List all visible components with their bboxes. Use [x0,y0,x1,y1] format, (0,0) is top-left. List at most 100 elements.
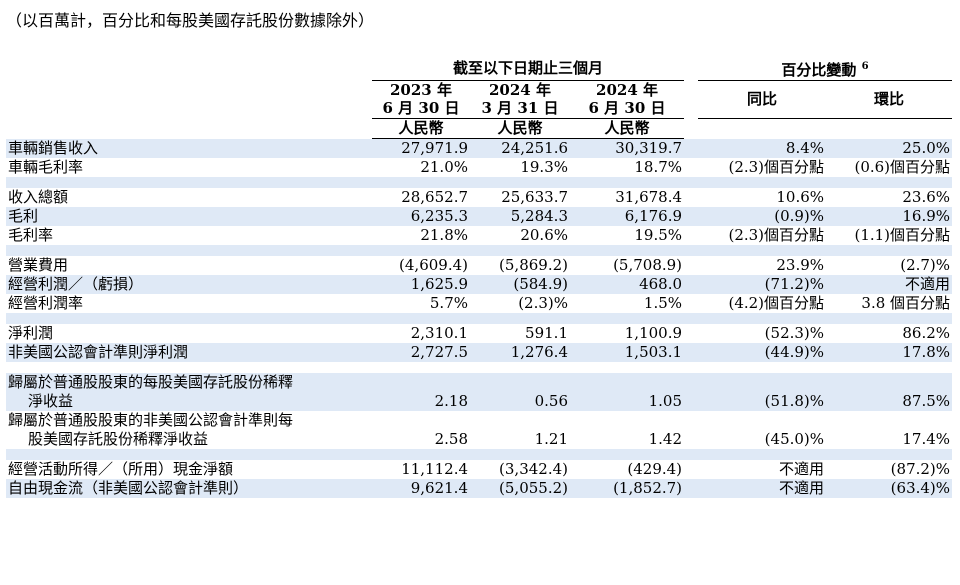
financial-summary-table: 截至以下日期止三個月 百分比變動 6 2023 年 2024 年 2024 年 … [6,56,953,498]
row-label-line1: 歸屬於普通股股東的每股美國存託股份稀釋 [6,373,372,392]
cell-2024q1: 1,276.4 [470,343,570,362]
cell-yoy: 8.4% [698,138,827,158]
cell-qoq: 17.8% [826,343,953,362]
header-col3-date: 6 月 30 日 [570,99,685,119]
cell-2024q2: 31,678.4 [615,188,683,206]
cell-2024q1: (2.3)% [518,294,568,312]
header-period-group: 截至以下日期止三個月 [372,56,685,81]
cell-2024q2: 6,176.9 [570,207,685,226]
cell-yoy: 不適用 [779,460,825,478]
header-col1-year: 2023 年 [390,80,452,99]
header-col2-currency: 人民幣 [470,118,570,139]
cell-yoy: 10.6% [776,188,825,206]
row-label: 經營利潤率 [8,294,84,312]
cell-2023q2: 1,625.9 [372,275,470,294]
cell-2024q1: (5,055.2) [470,479,570,498]
table-row: 非美國公認會計準則淨利潤 2,727.5 1,276.4 1,503.1 (44… [6,343,953,362]
header-col2-year: 2024 年 [489,80,551,99]
row-label: 毛利率 [8,226,54,244]
cell-2024q1: 19.3% [520,158,568,176]
header-col3-year: 2024 年 [596,80,658,99]
row-label: 收入總額 [8,188,69,206]
cell-2023q2: 2.18 [372,392,470,411]
header-yoy: 同比 [698,80,827,119]
cell-yoy: (44.9)% [698,343,827,362]
row-label: 經營利潤／（虧損） [6,275,372,294]
table-note: （以百萬計，百分比和每股美國存託股份數據除外） [6,11,375,30]
cell-2024q1: 591.1 [525,324,568,342]
cell-yoy: (51.8)% [698,392,827,411]
cell-qoq: (2.7)% [900,256,951,274]
cell-2024q1: 24,251.6 [470,138,570,158]
table-row: 經營利潤率 5.7% (2.3)% 1.5% (4.2)個百分點 3.8 個百分… [6,294,952,313]
cell-2024q1: 25,633.7 [501,188,568,206]
row-label: 非美國公認會計準則淨利潤 [6,343,372,362]
table-row: 營業費用 (4,609.4) (5,869.2) (5,708.9) 23.9%… [6,256,952,275]
table-row: 毛利 6,235.3 5,284.3 6,176.9 (0.9)% 16.9% [6,207,953,226]
row-label: 毛利 [6,207,372,226]
cell-2023q2: 6,235.3 [372,207,470,226]
cell-yoy: (45.0)% [764,430,825,448]
table-row: 經營活動所得／（所用）現金淨額 11,112.4 (3,342.4) (429.… [6,460,952,479]
cell-2023q2: 21.8% [420,226,468,244]
table-row: 淨收益 2.18 0.56 1.05 (51.8)% 87.5% [6,392,953,411]
cell-2024q2: 19.5% [634,226,683,244]
cell-yoy: (52.3)% [764,324,825,342]
cell-2023q2: (4,609.4) [399,256,468,274]
cell-2024q2: 1,100.9 [624,324,683,342]
cell-qoq: 不適用 [826,275,953,294]
header-col1-date: 6 月 30 日 [372,99,470,119]
cell-yoy: (2.3)個百分點 [728,226,825,244]
header-qoq: 環比 [826,80,953,119]
cell-2023q2: 5.7% [429,294,468,312]
header-col3-currency: 人民幣 [570,118,685,139]
cell-qoq: 16.9% [826,207,953,226]
cell-2024q2: 18.7% [634,158,683,176]
cell-2024q2: 1.5% [643,294,683,312]
cell-2024q1: 20.6% [520,226,568,244]
table-row: 收入總額 28,652.7 25,633.7 31,678.4 10.6% 23… [6,188,952,207]
cell-yoy: 不適用 [698,479,827,498]
cell-qoq: 87.5% [826,392,953,411]
table-row: 淨利潤 2,310.1 591.1 1,100.9 (52.3)% 86.2% [6,324,952,343]
cell-qoq: 23.6% [902,188,951,206]
table-row: 自由現金流（非美國公認會計準則） 9,621.4 (5,055.2) (1,85… [6,479,953,498]
row-label: 營業費用 [8,256,69,274]
cell-2023q2: 2,310.1 [410,324,468,342]
cell-2023q2: 21.0% [420,158,468,176]
cell-qoq: 3.8 個百分點 [861,294,951,312]
cell-2024q1: (3,342.4) [499,460,568,478]
table-row: 毛利率 21.8% 20.6% 19.5% (2.3)個百分點 (1.1)個百分… [6,226,952,245]
cell-qoq: (87.2)% [890,460,951,478]
cell-2024q2: (5,708.9) [613,256,683,274]
row-label: 自由現金流（非美國公認會計準則） [6,479,372,498]
cell-2024q2: 1.05 [570,392,685,411]
cell-qoq: (1.1)個百分點 [854,226,951,244]
row-label: 車輛銷售收入 [6,138,372,158]
row-label-line2: 淨收益 [6,392,372,411]
cell-2024q2: 1.42 [648,430,683,448]
cell-yoy: (2.3)個百分點 [728,158,825,176]
cell-2024q2: 468.0 [570,275,685,294]
cell-2023q2: 2.58 [434,430,468,448]
cell-2023q2: 27,971.9 [372,138,470,158]
cell-2024q1: 1.21 [534,430,568,448]
table-row: 車輛毛利率 21.0% 19.3% 18.7% (2.3)個百分點 (0.6)個… [6,158,952,177]
table-row: 歸屬於普通股股東的非美國公認會計準則每 [6,411,952,430]
table-row: 經營利潤／（虧損） 1,625.9 (584.9) 468.0 (71.2)% … [6,275,953,294]
header-col2-date: 3 月 31 日 [470,99,570,119]
row-label-line2: 股美國存託股份稀釋淨收益 [28,430,209,448]
header-change-group: 百分比變動 6 [698,56,953,81]
table-row: 歸屬於普通股股東的每股美國存託股份稀釋 [6,373,953,392]
row-label: 淨利潤 [8,324,54,342]
cell-2023q2: 11,112.4 [401,460,468,478]
row-label: 車輛毛利率 [8,158,84,176]
cell-2024q2: 30,319.7 [570,138,685,158]
cell-2023q2: 28,652.7 [401,188,468,206]
cell-2023q2: 2,727.5 [372,343,470,362]
row-label-line1: 歸屬於普通股股東的非美國公認會計準則每 [8,411,294,429]
cell-2023q2: 9,621.4 [372,479,470,498]
cell-2024q1: (584.9) [470,275,570,294]
cell-qoq: 25.0% [826,138,953,158]
cell-2024q1: 0.56 [470,392,570,411]
